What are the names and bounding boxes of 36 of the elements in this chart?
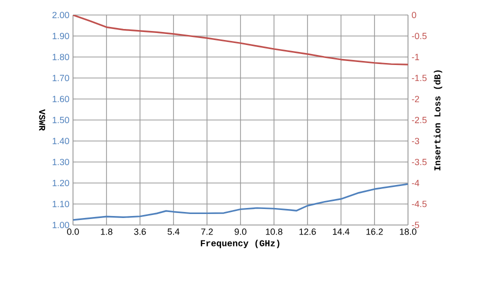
y2-tick-label: -2 bbox=[412, 96, 420, 102]
y2-tick-label: -4 bbox=[412, 180, 420, 186]
x-tick-label: 5.4 bbox=[168, 228, 180, 235]
y2-tick-label: -0.5 bbox=[412, 32, 427, 40]
x-tick-label: 10.8 bbox=[266, 228, 282, 235]
y-tick-label: 1.60 bbox=[52, 96, 70, 102]
y-tick-label: 1.40 bbox=[52, 138, 70, 144]
y-tick-label: 1.90 bbox=[52, 32, 70, 40]
y-tick-label: 1.10 bbox=[52, 200, 70, 208]
y-tick-label: 1.70 bbox=[52, 74, 70, 82]
y-axis-title: VSWR bbox=[39, 109, 46, 131]
y2-tick-label: -1 bbox=[412, 54, 420, 60]
y-tick-label: 2.00 bbox=[52, 12, 70, 18]
x-axis-title: Frequency (GHz) bbox=[200, 240, 280, 248]
x-tick-label: 3.6 bbox=[134, 228, 146, 235]
x-tick-label: 7.2 bbox=[201, 228, 213, 235]
x-tick-label: 1.8 bbox=[100, 228, 112, 235]
x-tick-label: 18.0 bbox=[400, 228, 416, 235]
y2-tick-label: -3 bbox=[412, 138, 420, 144]
x-tick-label: 9.0 bbox=[234, 228, 246, 235]
y2-tick-label: -5 bbox=[412, 222, 420, 228]
x-tick-label: 14.4 bbox=[332, 228, 350, 235]
x-tick-label: 0.0 bbox=[67, 228, 79, 235]
y-tick-label: 1.50 bbox=[52, 116, 70, 124]
y2-tick-label: 0 bbox=[412, 12, 416, 18]
x-tick-label: 12.6 bbox=[299, 228, 316, 235]
x-tick-label: 16.2 bbox=[366, 228, 383, 235]
y-tick-label: 1.00 bbox=[52, 222, 70, 228]
y-tick-label: 1.20 bbox=[52, 180, 70, 186]
y2-tick-label: -1.5 bbox=[412, 74, 427, 82]
y-tick-label: 1.30 bbox=[52, 158, 70, 166]
y2-tick-label: -2.5 bbox=[412, 116, 427, 124]
y-tick-label: 1.80 bbox=[52, 54, 70, 60]
y2-tick-label: -3.5 bbox=[412, 158, 427, 166]
y2-axis-title: Insertion Loss (dB) bbox=[434, 70, 442, 170]
y2-tick-label: -4.5 bbox=[412, 200, 427, 208]
